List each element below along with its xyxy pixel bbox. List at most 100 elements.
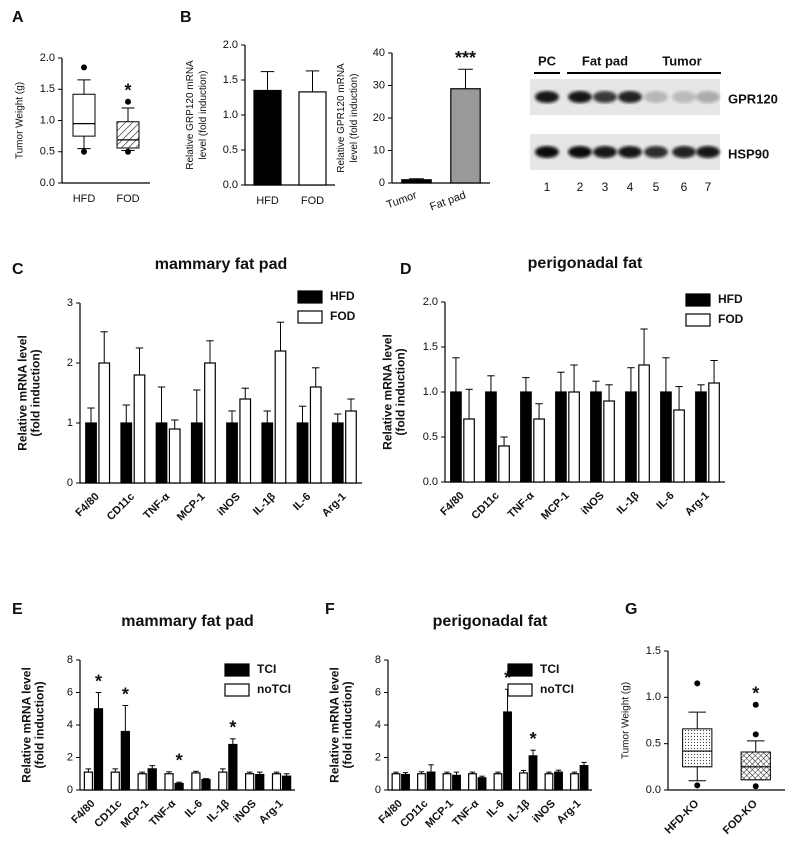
- blot-group-label: PC: [538, 53, 557, 68]
- bar: [239, 398, 252, 484]
- y-tick-label: 0.5: [223, 144, 238, 156]
- y-axis-label: Tumor Weight (g): [15, 82, 26, 159]
- panel-letter: G: [625, 601, 637, 618]
- y-tick-label: 4: [67, 719, 73, 731]
- bar: [554, 771, 563, 791]
- bar: [255, 773, 265, 791]
- bar: [204, 362, 216, 484]
- y-axis-label: Tumor Weight (g): [621, 682, 632, 759]
- bar: [468, 773, 477, 791]
- legend-label: TCI: [257, 662, 276, 676]
- y-axis-label: level (fold induction): [198, 71, 209, 160]
- lane-label: 4: [627, 180, 634, 194]
- x-tick-label: Arg-1: [320, 491, 349, 520]
- y-axis-label: (fold induction): [33, 681, 47, 768]
- x-tick-label: MCP-1: [175, 491, 208, 524]
- blot-row-label: GPR120: [728, 91, 778, 106]
- bar: [528, 755, 538, 791]
- legend-swatch: [685, 293, 711, 307]
- bar: [555, 391, 567, 483]
- legend-swatch: [297, 310, 323, 324]
- outlier: [81, 148, 87, 155]
- bar: [191, 772, 201, 791]
- legend-label: noTCI: [540, 682, 574, 696]
- significance-marker: *: [95, 671, 102, 691]
- y-tick-label: 1: [67, 417, 73, 429]
- blot-band: [593, 91, 617, 103]
- lane-label: 5: [653, 180, 660, 194]
- y-axis-label: level (fold induction): [349, 74, 360, 163]
- panel-letter: D: [400, 261, 412, 278]
- y-tick-label: 0.0: [646, 784, 661, 796]
- panel-letter: E: [12, 601, 23, 618]
- bar: [98, 362, 111, 484]
- x-tick-label: FOD: [116, 193, 139, 205]
- outlier: [752, 731, 759, 738]
- bar: [638, 364, 650, 483]
- legend-swatch: [507, 683, 533, 697]
- x-tick-label: IL-1β: [251, 490, 278, 517]
- bar: [660, 391, 672, 483]
- bar: [520, 391, 532, 483]
- bar: [442, 773, 452, 791]
- blot-band: [696, 146, 720, 158]
- bar: [137, 773, 147, 791]
- chart-title: perigonadal fat: [528, 255, 643, 272]
- x-tick-label: FOD: [301, 195, 324, 207]
- y-tick-label: 1.5: [423, 341, 438, 353]
- y-tick-label: 0: [379, 177, 385, 189]
- bar: [245, 773, 255, 791]
- x-tick-label: CD11c: [105, 491, 137, 523]
- bar: [164, 773, 174, 791]
- y-tick-label: 0: [67, 477, 73, 489]
- bar: [168, 428, 181, 484]
- y-axis-label: Relative mRNA level: [381, 334, 395, 450]
- x-tick-label: iNOS: [215, 491, 243, 519]
- lane-label: 6: [681, 180, 688, 194]
- bar: [450, 88, 481, 184]
- bar: [155, 422, 168, 484]
- significance-marker: *: [124, 81, 131, 101]
- y-tick-label: 0.0: [423, 476, 438, 488]
- outlier: [752, 701, 759, 708]
- bar: [426, 771, 436, 791]
- outlier: [81, 64, 87, 71]
- bar: [83, 771, 94, 791]
- bar: [391, 773, 401, 791]
- x-tick-label: Tumor: [385, 189, 419, 211]
- y-tick-label: 1.0: [223, 109, 238, 121]
- bar: [452, 774, 461, 791]
- bar: [503, 711, 512, 791]
- bar: [417, 773, 426, 791]
- bar: [450, 391, 462, 483]
- x-tick-label: CD11c: [92, 798, 124, 830]
- outlier: [125, 98, 131, 105]
- y-axis-label: Relative GRP120 mRNA: [185, 60, 196, 170]
- legend-swatch: [297, 290, 323, 304]
- bar: [401, 179, 432, 184]
- legend-label: FOD: [330, 309, 356, 323]
- bar: [463, 418, 475, 483]
- y-tick-label: 2.0: [423, 296, 438, 308]
- significance-marker: *: [530, 729, 537, 749]
- legend-label: noTCI: [257, 682, 291, 696]
- y-tick-label: 1.0: [423, 386, 438, 398]
- panel-letter: B: [180, 9, 192, 26]
- blot-group-label: Fat pad: [582, 53, 628, 68]
- bar: [695, 391, 707, 483]
- y-tick-label: 2.0: [223, 39, 238, 51]
- y-tick-label: 0.0: [40, 177, 55, 189]
- blot-band: [618, 146, 642, 158]
- y-axis-label: (fold induction): [394, 348, 408, 435]
- significance-marker: *: [229, 718, 236, 738]
- bar: [493, 773, 503, 791]
- x-tick-label: HFD: [256, 195, 279, 207]
- outlier: [694, 782, 701, 789]
- chart-title: perigonadal fat: [433, 613, 548, 630]
- panel-letter: F: [325, 601, 335, 618]
- x-tick-label: TNF-α: [147, 798, 178, 829]
- blot-band: [568, 146, 592, 158]
- panel-letter: C: [12, 261, 24, 278]
- bar: [201, 778, 211, 791]
- y-tick-label: 2.0: [40, 52, 55, 64]
